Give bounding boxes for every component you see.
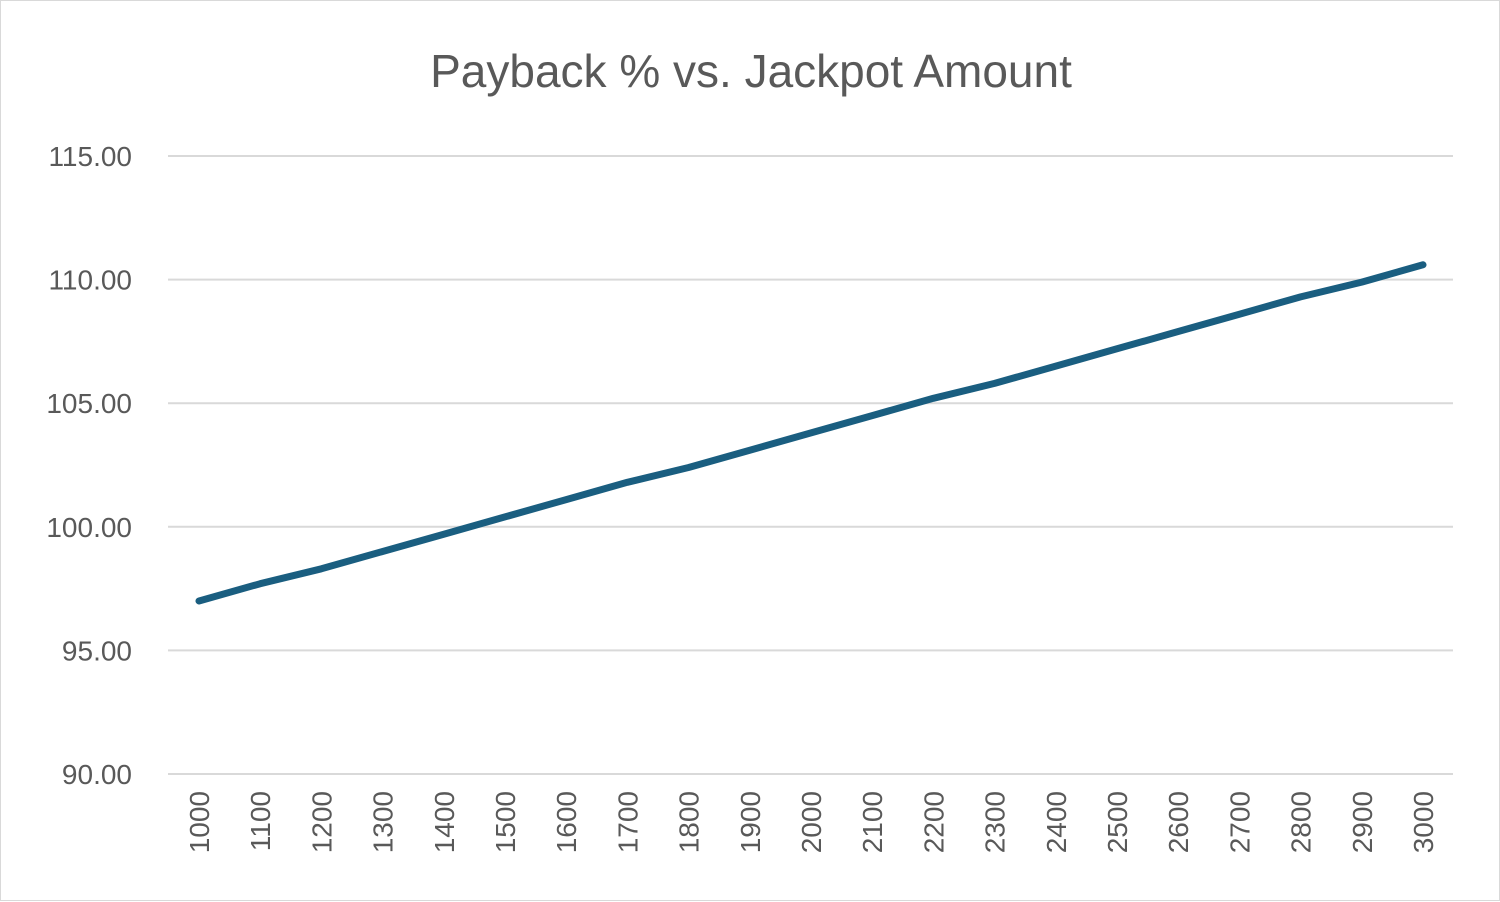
y-tick-label: 110.00 bbox=[48, 265, 132, 296]
x-tick-label: 1900 bbox=[735, 791, 766, 853]
x-tick-label: 2100 bbox=[857, 791, 888, 853]
x-tick-label: 2300 bbox=[980, 791, 1011, 853]
y-tick-label: 90.00 bbox=[62, 759, 132, 790]
x-tick-label: 2000 bbox=[796, 791, 827, 853]
x-tick-label: 1400 bbox=[429, 791, 460, 853]
series-line bbox=[195, 261, 1427, 605]
x-tick-label: 2600 bbox=[1163, 791, 1194, 853]
x-tick-label: 1700 bbox=[612, 791, 643, 853]
x-tick-label: 2400 bbox=[1041, 791, 1072, 853]
x-tick-label: 2200 bbox=[918, 791, 949, 853]
y-tick-label: 95.00 bbox=[62, 635, 132, 666]
x-tick-label: 1800 bbox=[674, 791, 705, 853]
x-tick-label: 1300 bbox=[368, 791, 399, 853]
x-axis-tick-labels: 1000 1100 1200 1300 1400 1500 1600 1700 1800 1900… bbox=[184, 791, 1439, 853]
gridlines bbox=[168, 155, 1453, 775]
x-tick-label: 1000 bbox=[184, 791, 215, 853]
x-tick-label: 1100 bbox=[245, 791, 276, 851]
y-axis-tick-labels: 90.00 95.00 100.00 105.00 110.00 115.00 bbox=[46, 141, 132, 790]
series-layer bbox=[195, 261, 1427, 605]
x-tick-label: 2900 bbox=[1347, 791, 1378, 853]
x-tick-label: 1500 bbox=[490, 791, 521, 853]
x-tick-label: 2500 bbox=[1102, 791, 1133, 853]
x-tick-label: 1200 bbox=[306, 791, 337, 853]
x-tick-label: 2700 bbox=[1224, 791, 1255, 853]
chart-title: Payback % vs. Jackpot Amount bbox=[430, 45, 1072, 97]
y-tick-label: 115.00 bbox=[48, 141, 132, 172]
x-tick-label: 1600 bbox=[551, 791, 582, 853]
y-tick-label: 105.00 bbox=[46, 388, 132, 419]
y-tick-label: 100.00 bbox=[46, 512, 132, 543]
x-tick-label: 3000 bbox=[1408, 791, 1439, 853]
x-tick-label: 2800 bbox=[1286, 791, 1317, 853]
